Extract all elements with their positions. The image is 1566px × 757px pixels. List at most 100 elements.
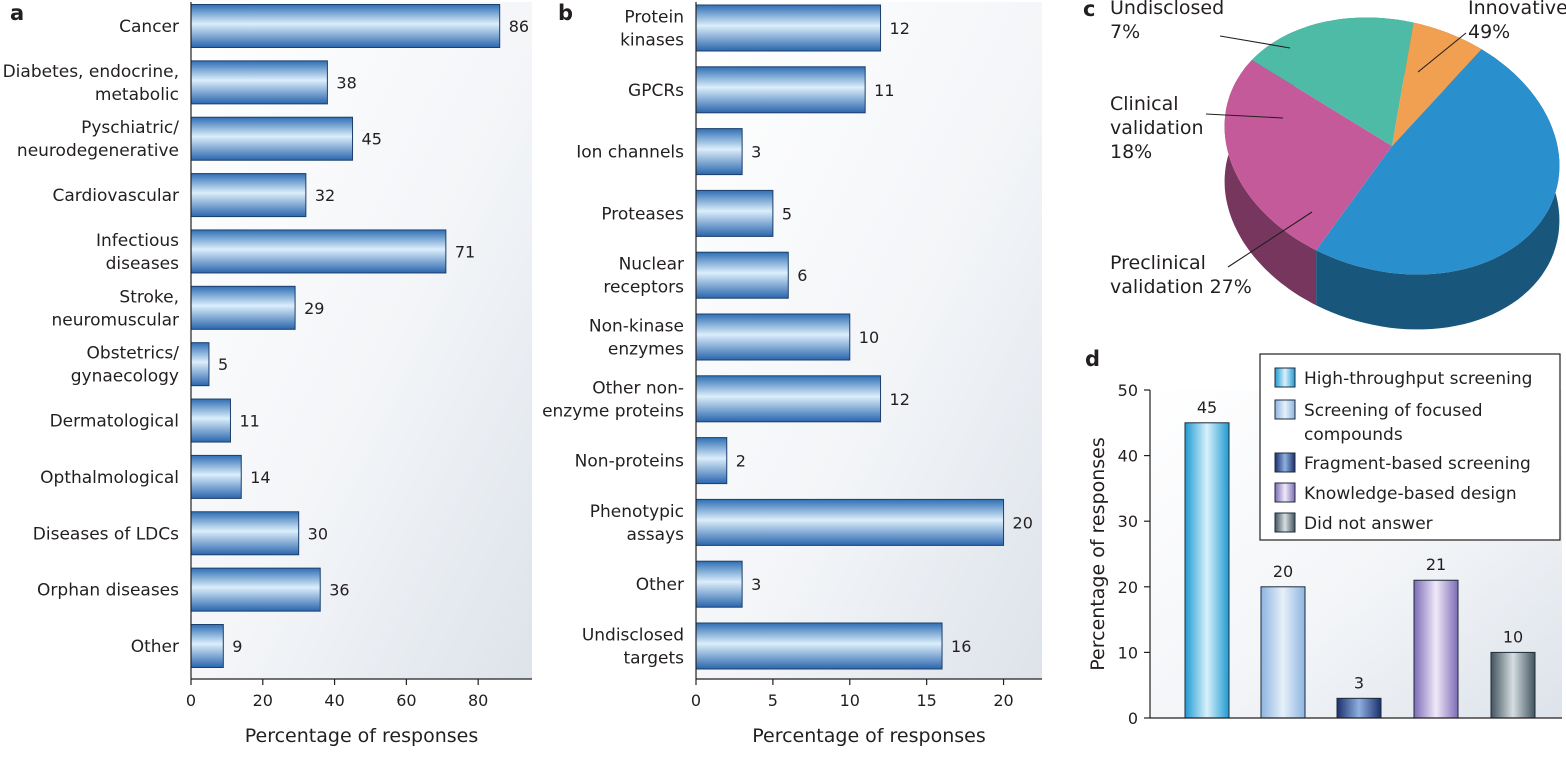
- b-bar-3: [695, 189, 774, 237]
- pie-label-2: Clinical validation 18%: [1110, 93, 1204, 163]
- b-bar-5: [695, 313, 851, 361]
- a-value-label-7: 11: [239, 412, 259, 431]
- d-bar-2: [1336, 697, 1382, 719]
- b-category-label-4: Nuclear receptors: [603, 255, 684, 298]
- a-category-label-2: Pyschiatric/neurodegenerative: [17, 118, 179, 161]
- d-value-label-4: 10: [1503, 627, 1523, 646]
- pie-leader-line-2: [1205, 113, 1284, 119]
- b-value-label-0: 12: [890, 19, 910, 38]
- b-category-label-0: Protein kinases: [620, 8, 684, 51]
- d-value-label-3: 21: [1426, 555, 1446, 574]
- d-legend-label-4: Did not answer: [1304, 514, 1433, 534]
- a-value-label-1: 38: [336, 73, 356, 92]
- a-bar-3: [190, 173, 307, 218]
- a-category-label-3: Cardiovascular: [53, 186, 179, 206]
- b-category-label-6: Other non-enzyme proteins: [542, 378, 684, 421]
- b-x-tick-label-4: 20: [993, 691, 1013, 710]
- b-value-label-10: 16: [951, 637, 971, 656]
- b-bar-4: [695, 251, 789, 299]
- a-bar-4: [190, 229, 447, 274]
- d-legend-swatch-0: [1274, 367, 1296, 388]
- a-value-label-0: 86: [509, 17, 529, 36]
- a-bar-10: [190, 567, 321, 612]
- a-bar-8: [190, 454, 242, 499]
- b-value-label-7: 2: [736, 452, 746, 471]
- panel-a-letter: a: [10, 1, 24, 25]
- b-category-label-3: Proteases: [601, 204, 684, 224]
- b-category-label-10: Undisclosed targets: [582, 626, 684, 669]
- d-y-tick-label-5: 50: [1118, 381, 1138, 400]
- d-y-tick-label-3: 30: [1118, 512, 1138, 531]
- pie-label-1: Preclinical validation 27%: [1110, 252, 1252, 298]
- b-x-tick-label-2: 10: [840, 691, 860, 710]
- d-value-label-2: 3: [1354, 673, 1364, 692]
- panel-d-letter: d: [1085, 347, 1100, 371]
- d-y-tick-label-0: 0: [1128, 709, 1138, 728]
- a-bar-6: [190, 342, 210, 387]
- b-bar-6: [695, 375, 882, 423]
- d-legend-box: [1259, 353, 1561, 541]
- d-y-tick-label-4: 40: [1118, 447, 1138, 466]
- d-bar-0: [1184, 422, 1230, 719]
- a-value-label-3: 32: [315, 186, 335, 205]
- b-bar-8: [695, 498, 1005, 546]
- a-category-label-8: Opthalmological: [40, 468, 179, 488]
- b-bar-2: [695, 128, 743, 176]
- a-category-label-6: Obstetrics/gynaecology: [71, 344, 180, 387]
- d-y-tick-label-1: 10: [1118, 643, 1138, 662]
- a-category-label-4: Infectious diseases: [96, 231, 179, 274]
- pie-leader-line-1: [1227, 211, 1313, 268]
- b-category-label-8: Phenotypic assays: [590, 502, 684, 545]
- b-bar-9: [695, 560, 743, 608]
- b-category-label-5: Non-kinase enzymes: [589, 317, 684, 360]
- d-value-label-0: 45: [1197, 398, 1217, 417]
- panel-b-letter: b: [558, 1, 573, 25]
- d-bar-4: [1490, 651, 1536, 719]
- d-legend-label-1: Screening of focused compounds: [1304, 401, 1483, 445]
- d-legend-label-3: Knowledge-based design: [1304, 484, 1517, 504]
- pie-leader-line-3: [1219, 35, 1291, 49]
- a-category-label-10: Orphan diseases: [37, 581, 179, 601]
- a-bar-5: [190, 285, 296, 330]
- d-legend-swatch-3: [1274, 482, 1296, 503]
- pie-slice-3: [1392, 22, 1482, 147]
- b-value-label-6: 12: [890, 390, 910, 409]
- pie-label-0: Innovative 49%: [1468, 0, 1566, 43]
- a-plot-background: [191, 2, 532, 679]
- d-legend-swatch-2: [1274, 452, 1296, 473]
- a-bar-1: [190, 60, 328, 105]
- a-bar-11: [190, 624, 224, 668]
- a-x-tick-label-1: 20: [253, 691, 273, 710]
- d-legend-swatch-4: [1274, 512, 1296, 533]
- a-x-tick-label-0: 0: [186, 691, 196, 710]
- a-bar-7: [190, 398, 231, 443]
- b-value-label-4: 6: [797, 266, 807, 285]
- panel-c-letter: c: [1083, 0, 1095, 21]
- b-category-label-1: GPCRs: [628, 81, 684, 101]
- pie-slice-1: [1224, 60, 1392, 251]
- a-category-label-7: Dermatological: [50, 412, 179, 432]
- pie-slice-2: [1251, 17, 1414, 146]
- b-value-label-2: 3: [751, 143, 761, 162]
- d-value-label-1: 20: [1273, 562, 1293, 581]
- a-category-label-0: Cancer: [119, 17, 179, 37]
- a-bar-9: [190, 511, 300, 556]
- d-y-axis-title: Percentage of responses: [1087, 437, 1109, 670]
- b-category-label-2: Ion channels: [576, 143, 684, 163]
- a-value-label-10: 36: [329, 581, 349, 600]
- a-value-label-11: 9: [232, 637, 242, 656]
- d-bar-1: [1260, 586, 1306, 719]
- pie-leader-line-0: [1417, 32, 1467, 73]
- b-bar-0: [695, 4, 882, 52]
- b-bar-10: [695, 622, 943, 670]
- pie-label-3: Undisclosed 7%: [1110, 0, 1224, 43]
- a-value-label-2: 45: [362, 130, 382, 149]
- pie-side-0: [1316, 49, 1560, 330]
- b-value-label-3: 5: [782, 204, 792, 223]
- d-bar-3: [1413, 579, 1459, 719]
- pie-side-1: [1224, 60, 1317, 306]
- b-x-tick-label-1: 5: [768, 691, 778, 710]
- b-category-label-7: Non-proteins: [575, 452, 684, 472]
- b-x-tick-label-0: 0: [691, 691, 701, 710]
